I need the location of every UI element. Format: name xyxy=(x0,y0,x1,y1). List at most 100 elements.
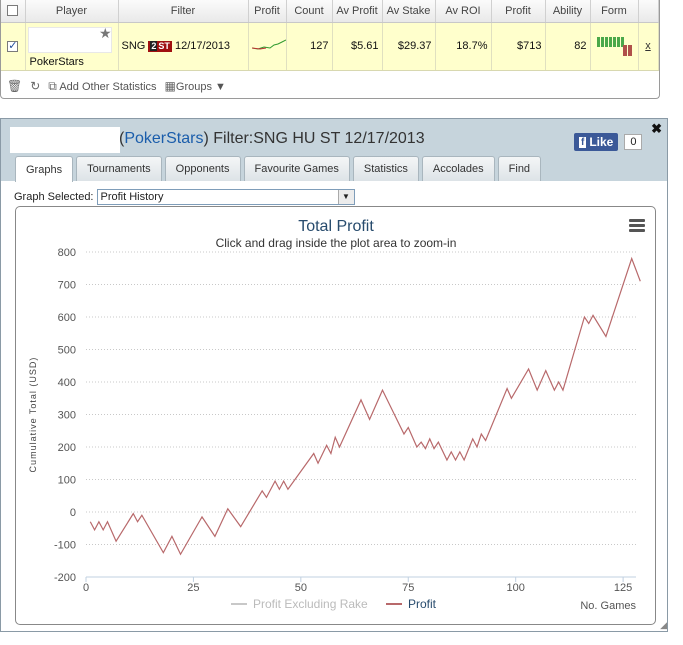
profit-series-line xyxy=(89,256,641,556)
chart-menu-icon[interactable] xyxy=(629,219,645,234)
profit-cell: $713 xyxy=(491,22,546,71)
window-title-site[interactable]: PokerStars xyxy=(124,130,204,147)
close-icon[interactable]: ✖ xyxy=(651,121,662,136)
tab-statistics[interactable]: Statistics xyxy=(352,156,419,181)
x-tick-label: 25 xyxy=(187,582,199,594)
column-header[interactable]: Profit xyxy=(491,0,546,23)
x-tick-label: 0 xyxy=(83,582,89,594)
column-header-spacer xyxy=(638,0,659,23)
column-header[interactable]: Av Stake xyxy=(382,0,436,23)
tab-opponents[interactable]: Opponents xyxy=(164,156,241,181)
y-tick-label: 300 xyxy=(58,410,76,422)
y-axis-title: Cumulative Total (USD) xyxy=(28,357,38,473)
graph-select-label: Graph Selected: xyxy=(14,191,94,203)
y-tick-label: 700 xyxy=(58,280,76,292)
like-label: Like xyxy=(589,135,614,149)
legend-profit-excluding-rake: Profit Excluding Rake xyxy=(253,597,368,611)
av-profit-cell: $5.61 xyxy=(332,22,383,71)
count-cell: 127 xyxy=(286,22,333,71)
profit-window: (PokerStars) Filter:SNG HU ST 12/17/2013… xyxy=(0,118,668,632)
y-tick-label: 800 xyxy=(58,247,76,259)
sit-and-go-badge: 2 ST xyxy=(148,40,172,52)
table-icon: ▦ xyxy=(164,79,176,93)
player-site: PokerStars xyxy=(29,55,84,68)
trash-icon[interactable]: 🗑 xyxy=(7,79,23,93)
y-tick-label: 600 xyxy=(58,312,76,324)
form-cell xyxy=(590,22,639,71)
tab-graphs[interactable]: Graphs xyxy=(15,156,74,182)
add-stats-label: Add Other Statistics xyxy=(59,80,157,93)
row-select-cell[interactable] xyxy=(1,22,26,71)
player-name-blank xyxy=(10,127,120,153)
player-name-box xyxy=(27,26,112,53)
y-tick-label: 400 xyxy=(58,377,76,389)
y-tick-label: 200 xyxy=(58,442,76,454)
player-cell[interactable]: ★ PokerStars xyxy=(25,22,119,71)
y-tick-label: 0 xyxy=(70,507,76,519)
like-count: 0 xyxy=(624,134,643,150)
select-all-checkbox[interactable] xyxy=(7,5,19,17)
star-icon[interactable]: ★ xyxy=(98,24,112,41)
tab-bar: Graphs Tournaments Opponents Favourite G… xyxy=(15,156,542,182)
facebook-like-button[interactable]: f Like xyxy=(574,133,619,151)
x-tick-label: 50 xyxy=(295,582,307,594)
column-header[interactable]: Count xyxy=(286,0,333,23)
row-checkbox[interactable] xyxy=(7,39,19,52)
filter-date: 12/17/2013 xyxy=(175,40,231,52)
x-tick-label: 100 xyxy=(507,582,525,594)
column-header[interactable]: Av ROI xyxy=(435,0,492,23)
column-header[interactable]: Profit xyxy=(248,0,287,23)
select-all-header[interactable] xyxy=(1,0,26,23)
column-header[interactable]: Form xyxy=(590,0,639,23)
stats-toolbar: 🗑 ↻ ⧉ Add Other Statistics ▦Groups ▼ xyxy=(1,76,658,96)
graph-select-row: Graph Selected: Profit History ▼ xyxy=(14,189,355,205)
resize-grip-icon[interactable]: ◢ xyxy=(660,620,667,630)
chevron-down-icon[interactable]: ▼ xyxy=(337,190,354,204)
groups-label: Groups xyxy=(175,81,212,93)
window-icon: ⧉ xyxy=(48,78,57,93)
tab-tournaments[interactable]: Tournaments xyxy=(76,156,162,181)
x-axis-title: No. Games xyxy=(580,600,636,612)
legend-profit: Profit xyxy=(408,597,437,611)
filter-prefix: SNG xyxy=(121,40,146,52)
table-row[interactable]: ★ PokerStars SNG 2ST 12/17/2013 127 $5.6… xyxy=(1,22,659,71)
graph-select[interactable]: Profit History ▼ xyxy=(96,189,355,205)
remove-row-link[interactable]: x xyxy=(645,40,651,52)
graph-select-value: Profit History xyxy=(100,191,164,203)
add-stats-button[interactable]: ⧉ Add Other Statistics xyxy=(48,79,156,94)
window-title-filter: Filter:SNG HU ST 12/17/2013 xyxy=(213,130,425,147)
groups-dropdown[interactable]: ▦Groups ▼ xyxy=(165,79,226,93)
column-header[interactable]: Player xyxy=(25,0,119,23)
ability-cell: 82 xyxy=(545,22,591,71)
facebook-like[interactable]: f Like 0 xyxy=(574,132,643,152)
chart-subtitle: Click and drag inside the plot area to z… xyxy=(216,236,457,250)
column-header[interactable]: Ability xyxy=(545,0,591,23)
chevron-down-icon: ▼ xyxy=(215,81,226,93)
facebook-icon: f xyxy=(579,136,587,148)
remove-cell[interactable]: x xyxy=(638,22,659,71)
form-win-bars xyxy=(596,36,625,50)
window-header: (PokerStars) Filter:SNG HU ST 12/17/2013… xyxy=(1,119,667,182)
tab-accolades[interactable]: Accolades xyxy=(421,156,495,181)
y-tick-label: -100 xyxy=(54,540,76,552)
profit-sparkline-cell xyxy=(248,22,287,71)
tab-find[interactable]: Find xyxy=(497,156,542,181)
table-header-row: Player Filter Profit Count Av Profit Av … xyxy=(1,0,659,23)
refresh-icon[interactable]: ↻ xyxy=(30,79,41,93)
x-tick-label: 75 xyxy=(402,582,414,594)
y-tick-label: 100 xyxy=(58,475,76,487)
form-loss-bars xyxy=(622,44,633,59)
tab-favourite-games[interactable]: Favourite Games xyxy=(243,156,350,181)
profit-sparkline xyxy=(251,39,286,50)
stats-panel: Player Filter Profit Count Av Profit Av … xyxy=(0,0,660,99)
column-header[interactable]: Av Profit xyxy=(332,0,383,23)
av-roi-cell: 18.7% xyxy=(435,22,492,71)
column-header[interactable]: Filter xyxy=(118,0,249,23)
y-tick-label: 500 xyxy=(58,345,76,357)
y-tick-label: -200 xyxy=(54,572,76,584)
badge-text: ST xyxy=(158,40,170,51)
chart-container[interactable]: Total Profit Click and drag inside the pl… xyxy=(15,206,656,625)
x-tick-label: 125 xyxy=(614,582,632,594)
filter-cell: SNG 2 ST 12/17/2013 xyxy=(118,22,249,71)
